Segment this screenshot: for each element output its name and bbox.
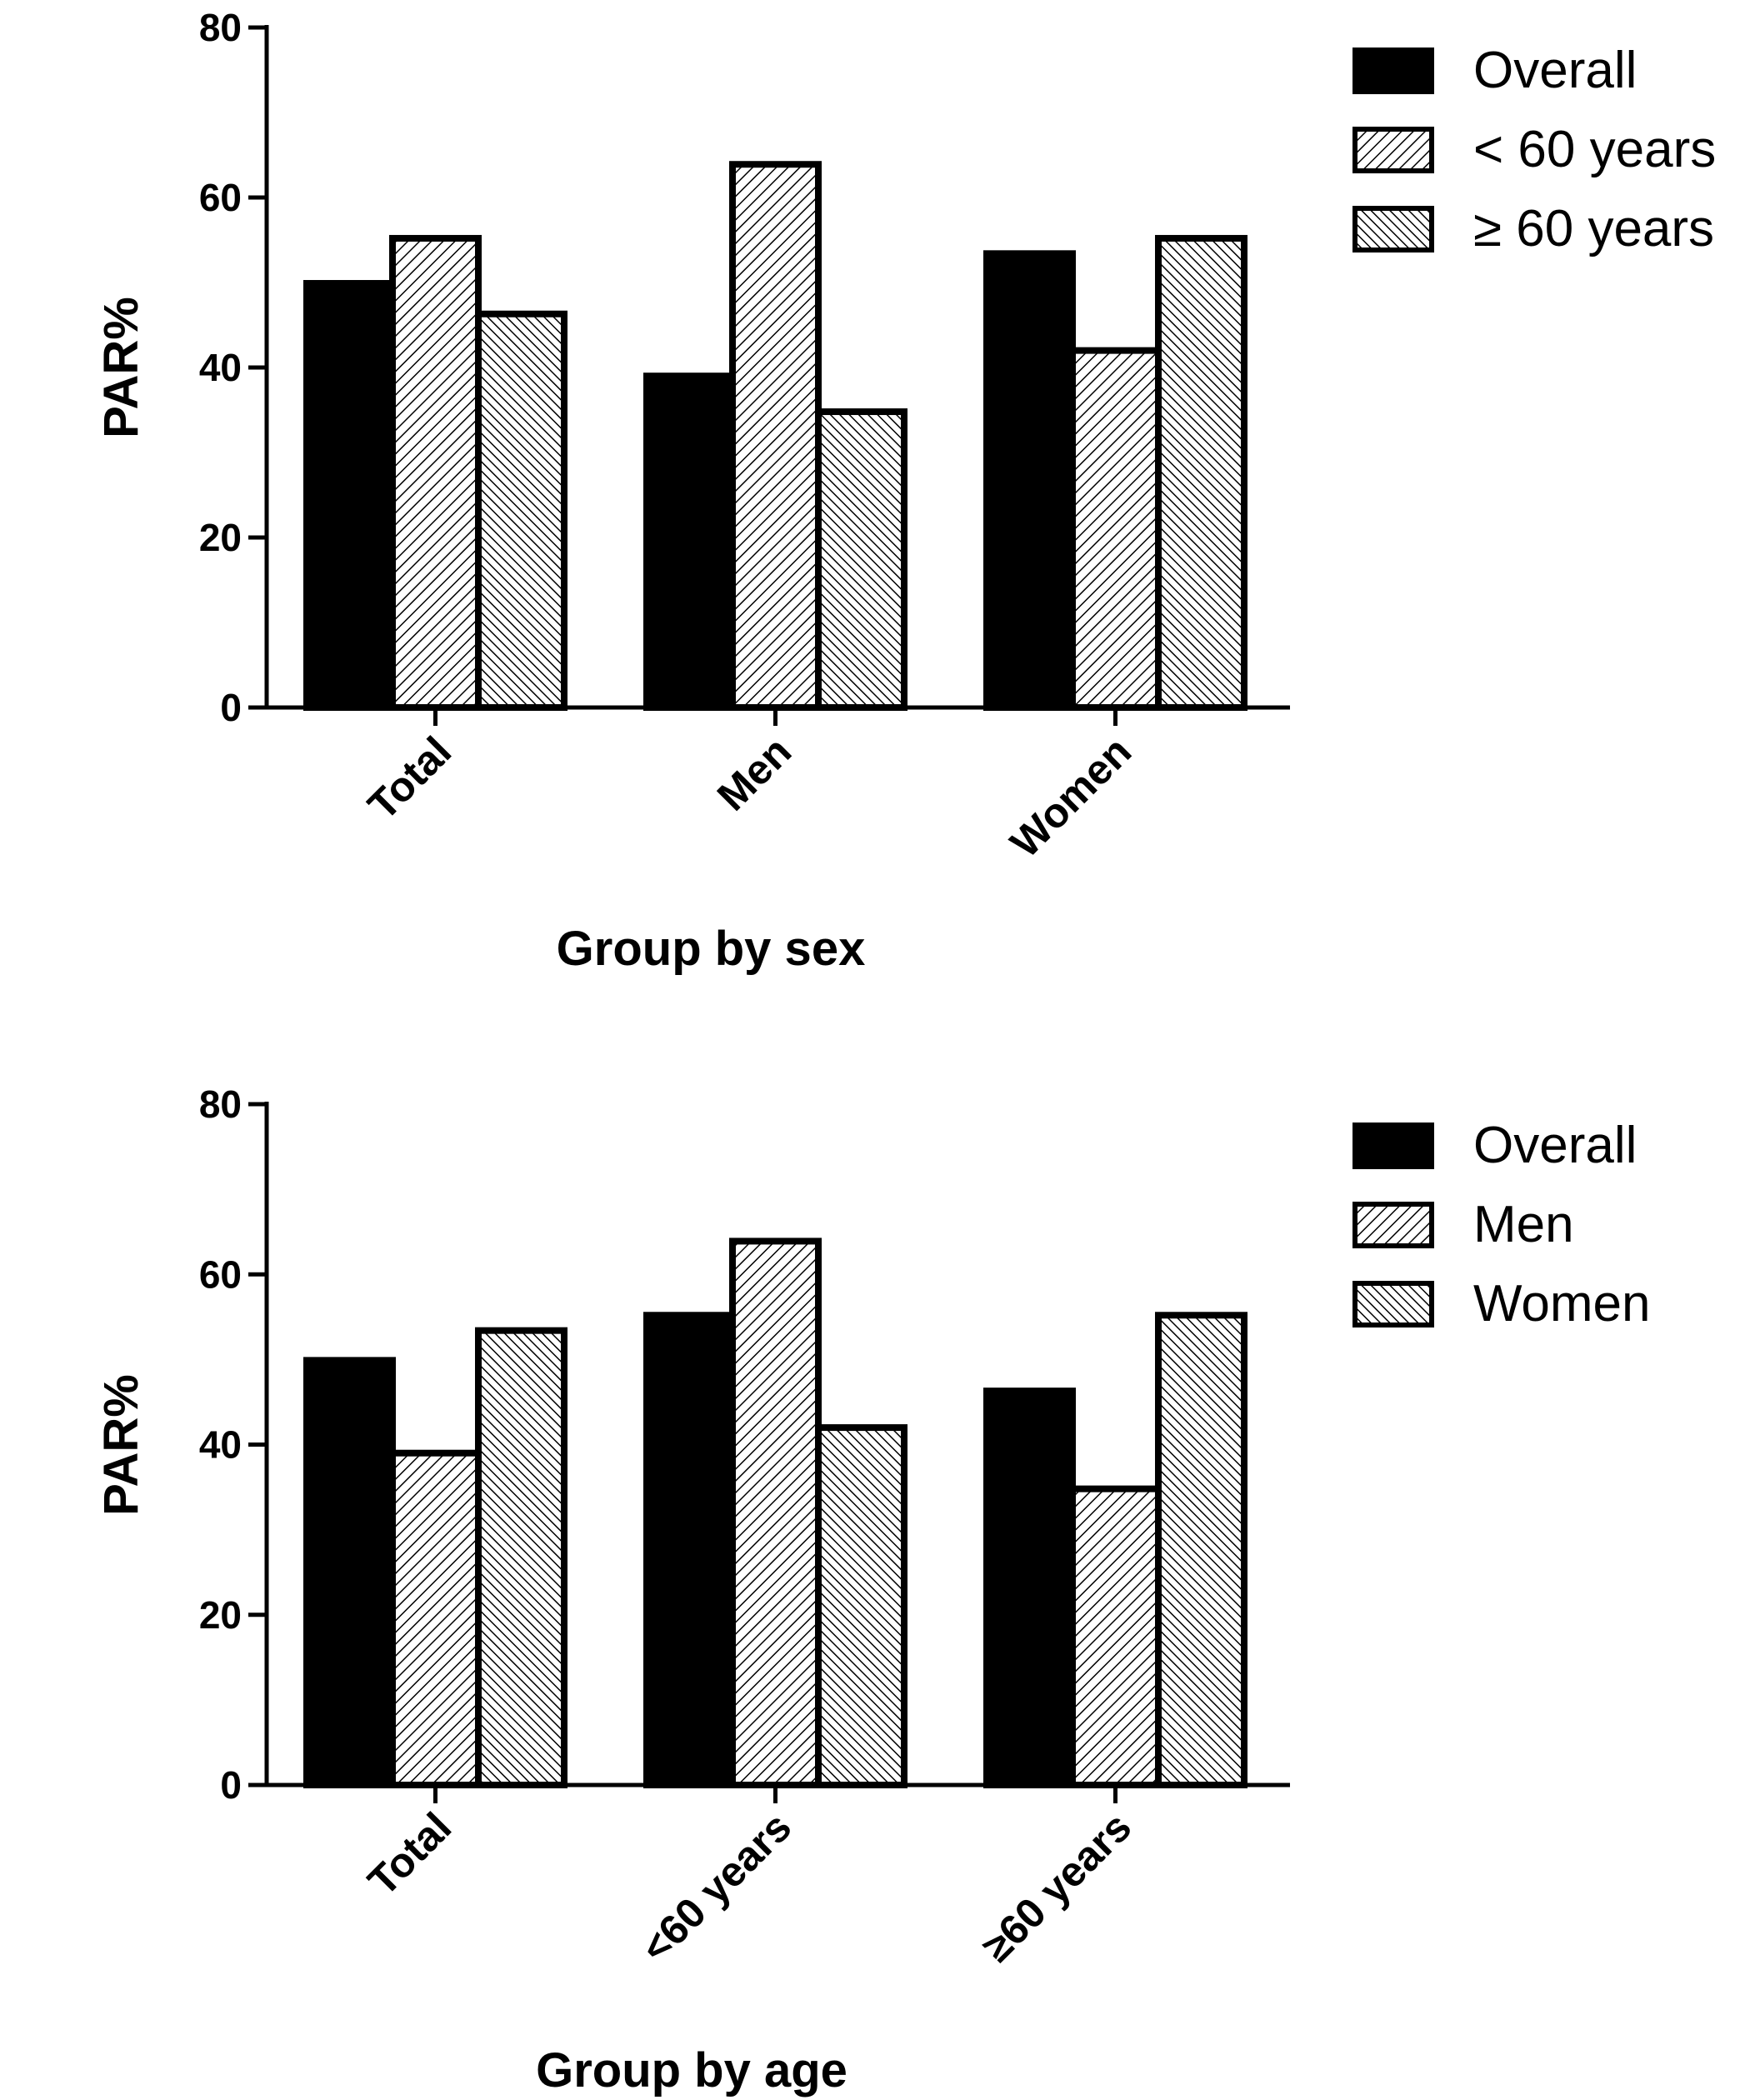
bar-1-1-2 <box>389 234 482 711</box>
y-tick-label: 40 <box>199 346 242 389</box>
bar-1-1-3 <box>475 310 568 711</box>
y-tick-label: 40 <box>199 1423 242 1467</box>
y-axis-title: PAR% <box>94 297 148 438</box>
legend-label: Overall <box>1473 1117 1637 1174</box>
y-tick-label: 60 <box>199 176 242 219</box>
bar-2-2-3 <box>815 1424 908 1788</box>
legend-swatch <box>1352 1281 1434 1328</box>
bar-1-3-3 <box>1155 234 1248 711</box>
x-category-label: Total <box>359 728 460 828</box>
legend-swatch <box>1352 1122 1434 1169</box>
legend-label: Overall <box>1473 42 1637 99</box>
bar-1-2-3 <box>815 408 908 711</box>
x-axis-title: Group by sex <box>557 922 866 976</box>
bar-2-2-1 <box>643 1312 736 1788</box>
bar-2-1-2 <box>389 1449 482 1789</box>
bar-2-2-2 <box>729 1238 822 1788</box>
chart-panel-2: 0 20 40 60 80 Total <60 years ≥60 years PAR% Grou… <box>94 1082 1651 2098</box>
bar-1-1-1 <box>303 280 396 711</box>
x-category-label: Total <box>359 1803 460 1904</box>
y-tick-label: 0 <box>220 1763 242 1807</box>
y-tick-label: 20 <box>199 1593 242 1637</box>
y-tick-label: 80 <box>199 6 242 49</box>
bar-2-1-1 <box>303 1357 396 1788</box>
bar-1-3-2 <box>1069 347 1162 711</box>
x-axis-title: Group by age <box>536 2043 848 2098</box>
legend-swatch <box>1352 48 1434 94</box>
y-tick-label: 20 <box>199 516 242 559</box>
legend: Overall < 60 years ≥ 60 years <box>1352 42 1716 258</box>
bar-1-3-1 <box>983 250 1076 711</box>
legend-label: Women <box>1473 1275 1651 1332</box>
legend-swatch <box>1352 1202 1434 1248</box>
y-tick-label: 0 <box>220 686 242 729</box>
chart-panel-1: 0 20 40 60 80 Total Men Women PAR% Group by sex Ov… <box>94 6 1716 976</box>
y-tick-label: 80 <box>199 1082 242 1126</box>
legend-label: < 60 years <box>1473 121 1716 178</box>
x-category-label: <60 years <box>632 1803 800 1972</box>
x-category-label: Men <box>708 728 800 819</box>
y-axis-title: PAR% <box>94 1374 148 1516</box>
x-category-label: ≥60 years <box>973 1803 1141 1971</box>
bar-2-1-3 <box>475 1327 568 1788</box>
bar-1-2-1 <box>643 372 736 711</box>
legend-label: Men <box>1473 1196 1574 1253</box>
bar-2-3-1 <box>983 1388 1076 1788</box>
y-tick-label: 60 <box>199 1252 242 1296</box>
legend-label: ≥ 60 years <box>1473 200 1714 258</box>
legend: Overall Men Women <box>1352 1117 1651 1332</box>
legend-swatch <box>1352 127 1434 173</box>
bar-2-3-2 <box>1069 1485 1162 1788</box>
legend-swatch <box>1352 206 1434 252</box>
bar-1-2-2 <box>729 161 822 712</box>
x-category-label: Women <box>1002 728 1141 867</box>
bar-2-3-3 <box>1155 1312 1248 1788</box>
